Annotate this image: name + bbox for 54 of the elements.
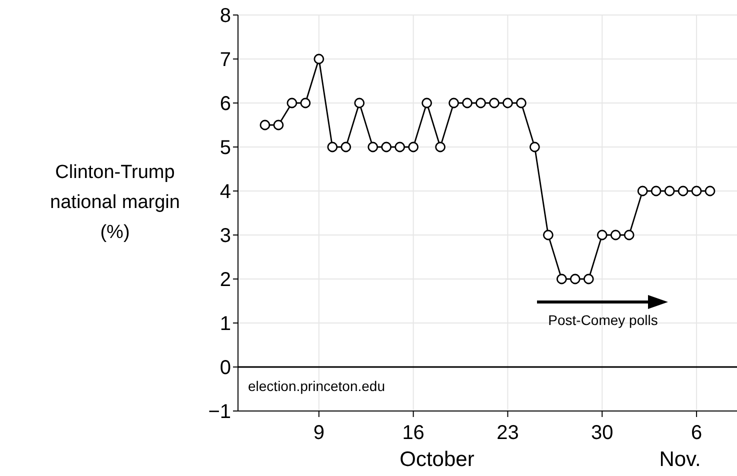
y-tick-label: −1 (208, 401, 231, 424)
point (286, 98, 298, 108)
y-tick-label: 5 (220, 137, 231, 160)
x-axis-title: October (398, 448, 476, 472)
annotation: Post-Comey polls (547, 312, 659, 328)
point (516, 98, 526, 108)
annotation: election.princeton.edu (248, 378, 385, 394)
y-tick-label: 3 (220, 225, 231, 248)
point (624, 230, 634, 240)
point (570, 274, 580, 284)
point (542, 230, 554, 240)
point (476, 98, 486, 108)
point (381, 142, 392, 152)
y-tick-label: 0 (220, 357, 231, 380)
point (664, 186, 675, 196)
y-tick-label: 1 (220, 313, 231, 336)
point (327, 142, 338, 152)
point (678, 186, 688, 196)
point (637, 186, 648, 196)
point (556, 274, 567, 284)
point (422, 98, 432, 108)
y-axis-title: Clinton-Trump national margin (%) (49, 161, 181, 245)
point (502, 98, 513, 108)
point (273, 120, 284, 130)
point (260, 120, 270, 130)
point (650, 186, 662, 196)
point (435, 142, 446, 152)
point (530, 142, 540, 152)
point (462, 98, 472, 108)
point (596, 230, 608, 240)
y-tick-label: 4 (220, 181, 231, 204)
point (354, 98, 365, 108)
y-tick-label: 8 (220, 5, 231, 28)
point (314, 54, 324, 64)
point (448, 98, 459, 108)
point (610, 230, 621, 240)
point (300, 98, 311, 108)
x-tick-label: 30 (591, 422, 614, 444)
x-tick-label: 16 (402, 422, 424, 444)
point (691, 186, 702, 196)
y-tick-label: 7 (220, 49, 231, 72)
point (583, 274, 594, 284)
point (368, 142, 378, 152)
x-tick-label: 23 (496, 422, 519, 444)
point (704, 186, 716, 196)
x-tick-label: 6 (690, 422, 702, 444)
x-tick-label: 9 (313, 422, 324, 444)
point (408, 142, 419, 152)
point (394, 142, 406, 152)
point (489, 98, 500, 108)
y-tick-label: 6 (220, 93, 231, 116)
point (340, 142, 352, 152)
y-tick-label: 2 (220, 269, 231, 292)
text: Nov. (658, 448, 702, 472)
